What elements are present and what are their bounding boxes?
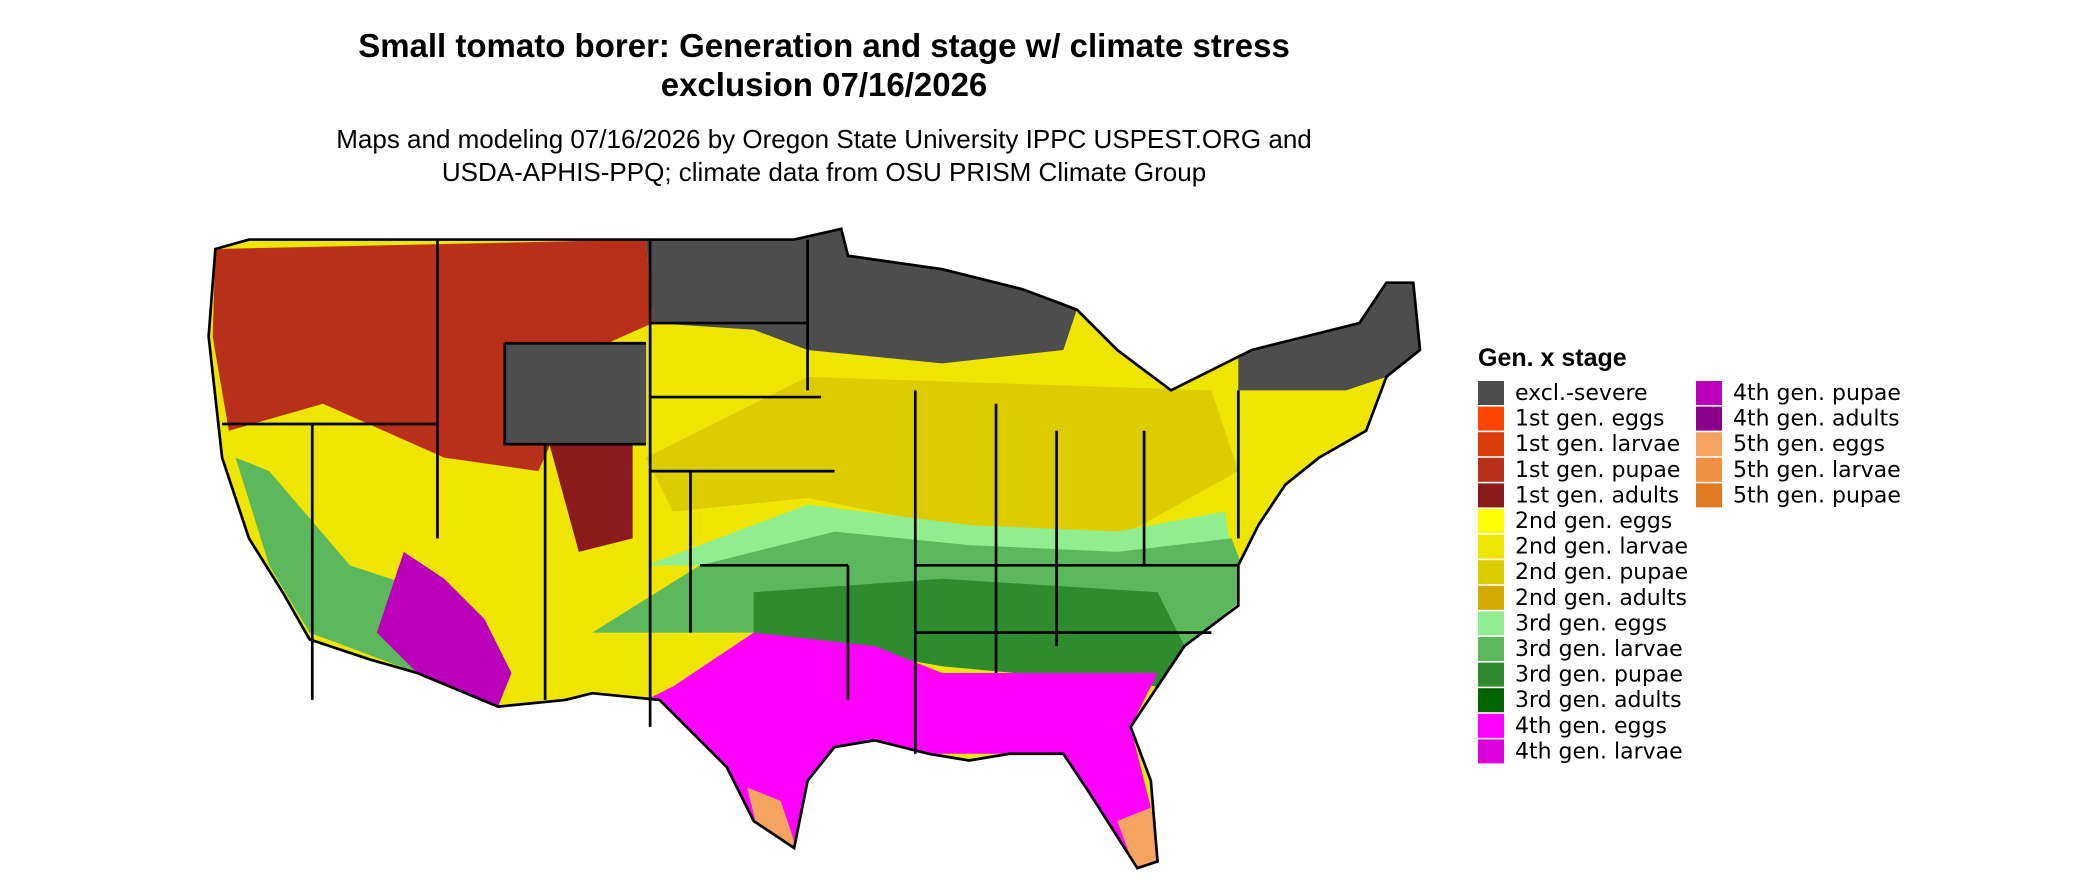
legend-swatch xyxy=(1478,637,1504,661)
legend-label: 5th gen. larvae xyxy=(1733,458,1901,483)
legend-label: 5th gen. eggs xyxy=(1733,432,1885,457)
title-line: exclusion 07/16/2026 xyxy=(661,66,988,103)
us-map xyxy=(207,227,1422,870)
legend-label: 3rd gen. adults xyxy=(1515,688,1682,713)
legend-swatch xyxy=(1696,457,1722,482)
legend-label: 1st gen. pupae xyxy=(1515,458,1680,483)
legend-label: 4th gen. pupae xyxy=(1733,381,1901,406)
legend-label: 2nd gen. larvae xyxy=(1515,535,1688,560)
legend-swatch xyxy=(1478,560,1504,585)
legend-swatch xyxy=(1478,739,1504,764)
legend-swatch xyxy=(1696,406,1722,431)
legend-label: 1st gen. adults xyxy=(1515,483,1679,508)
legend-swatch xyxy=(1478,585,1504,610)
legend-swatch xyxy=(1478,713,1504,738)
legend-label: 3rd gen. pupae xyxy=(1515,663,1683,688)
title-line: Small tomato borer: Generation and stage… xyxy=(358,27,1290,64)
legend-swatch xyxy=(1478,534,1504,559)
legend-label: 2nd gen. eggs xyxy=(1515,509,1672,534)
legend-swatch xyxy=(1478,662,1504,687)
legend-label: 1st gen. larvae xyxy=(1515,432,1680,457)
legend-swatch xyxy=(1478,509,1504,533)
legend-swatch xyxy=(1478,688,1504,713)
legend-label: 4th gen. adults xyxy=(1733,407,1900,432)
subtitle-line: Maps and modeling 07/16/2026 by Oregon S… xyxy=(336,124,1312,154)
legend-swatch xyxy=(1696,483,1722,508)
legend-swatch xyxy=(1696,381,1722,405)
legend-swatch xyxy=(1478,432,1504,457)
subtitle-line: USDA-APHIS-PPQ; climate data from OSU PR… xyxy=(442,157,1206,187)
legend-swatch xyxy=(1478,483,1504,508)
legend-swatch xyxy=(1478,406,1504,431)
legend-label: 1st gen. eggs xyxy=(1515,407,1664,432)
legend-label: 4th gen. larvae xyxy=(1515,739,1683,764)
legend-label: 5th gen. pupae xyxy=(1733,483,1901,508)
legend-label: 4th gen. eggs xyxy=(1515,714,1667,739)
legend-title: Gen. x stage xyxy=(1478,344,1627,372)
legend-label: excl.-severe xyxy=(1515,381,1648,406)
legend-label: 2nd gen. pupae xyxy=(1515,560,1688,585)
legend-label: 3rd gen. larvae xyxy=(1515,637,1683,662)
legend-swatch xyxy=(1478,381,1504,405)
legend-swatch xyxy=(1478,611,1504,636)
legend-swatch xyxy=(1696,432,1722,457)
legend-label: 2nd gen. adults xyxy=(1515,586,1687,611)
legend-swatch xyxy=(1478,457,1504,482)
legend-label: 3rd gen. eggs xyxy=(1515,611,1667,636)
